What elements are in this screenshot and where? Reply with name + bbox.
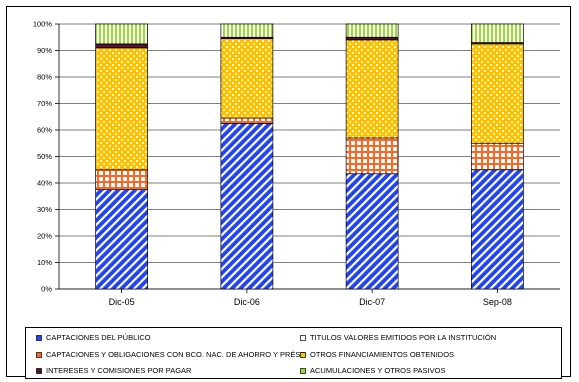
bar-segment-1 xyxy=(95,189,148,290)
legend-label: ACUMULACIONES Y OTROS PASIVOS xyxy=(310,366,446,375)
bar-segment-6 xyxy=(471,23,524,43)
chart-legend: CAPTACIONES DEL PÚBLICO TITULOS VALORES E… xyxy=(25,327,562,379)
y-tick-label: 70% xyxy=(37,99,52,108)
y-tick-label: 0% xyxy=(41,285,52,294)
legend-item: CAPTACIONES Y OBLIGACIONES CON BCO. NAC.… xyxy=(36,350,306,359)
bar-segment-4 xyxy=(95,47,148,171)
bar-segment-4 xyxy=(471,43,524,144)
bar-segment-6 xyxy=(220,23,274,38)
y-tick-label: 20% xyxy=(37,232,52,241)
bar-segment-5 xyxy=(95,43,148,49)
y-tick-label: 80% xyxy=(37,73,52,82)
y-tick-label: 50% xyxy=(37,152,52,161)
bar-segment-4 xyxy=(220,38,274,119)
x-tick-label: Dic-06 xyxy=(234,297,260,307)
x-tick-label: Dic-05 xyxy=(109,297,135,307)
x-tick-label: Dic-07 xyxy=(359,297,385,307)
bar-segment-1 xyxy=(220,123,274,290)
bar-segment-3 xyxy=(345,137,399,175)
legend-swatch xyxy=(300,334,306,341)
y-tick-label: 90% xyxy=(37,46,52,55)
bar-segment-1 xyxy=(345,173,399,290)
legend-item: OTROS FINANCIAMIENTOS OBTENIDOS xyxy=(300,350,454,359)
bar-segment-5 xyxy=(345,36,399,41)
chart-frame: 0% 10% 20% 30% 40% 50% 60% 70% 80% 90% 100% Dic-05 D… xyxy=(6,6,571,379)
bar-segment-3 xyxy=(220,117,274,124)
legend-swatch xyxy=(300,351,306,358)
legend-label: CAPTACIONES DEL PÚBLICO xyxy=(46,333,151,342)
bar-segment-6 xyxy=(95,23,148,45)
bar-segment-3 xyxy=(95,169,148,190)
x-tick-label: Sep-08 xyxy=(483,297,512,307)
legend-swatch xyxy=(36,367,42,374)
legend-swatch xyxy=(300,367,306,374)
bar-segment-1 xyxy=(471,169,524,290)
legend-label: OTROS FINANCIAMIENTOS OBTENIDOS xyxy=(310,350,455,359)
legend-label: TITULOS VALORES EMITIDOS POR LA INSTITUC… xyxy=(310,333,497,342)
legend-swatch xyxy=(36,334,42,341)
bar-segment-3 xyxy=(471,142,524,171)
legend-item: INTERESES Y COMISIONES POR PAGAR xyxy=(36,366,191,375)
y-tick-label: 60% xyxy=(37,126,52,135)
y-tick-label: 40% xyxy=(37,179,52,188)
legend-item: TITULOS VALORES EMITIDOS POR LA INSTITUC… xyxy=(300,333,496,342)
bar-segment-6 xyxy=(345,23,399,38)
legend-label: INTERESES Y COMISIONES POR PAGAR xyxy=(46,366,192,375)
bar-segment-4 xyxy=(345,39,399,139)
legend-item: CAPTACIONES DEL PÚBLICO xyxy=(36,333,151,342)
legend-item: ACUMULACIONES Y OTROS PASIVOS xyxy=(300,366,445,375)
y-tick-label: 100% xyxy=(33,20,53,29)
y-tick-label: 30% xyxy=(37,205,52,214)
legend-swatch xyxy=(36,351,42,358)
y-tick-label: 10% xyxy=(37,258,52,267)
legend-label: CAPTACIONES Y OBLIGACIONES CON BCO. NAC.… xyxy=(46,350,307,359)
chart-plot: 0% 10% 20% 30% 40% 50% 60% 70% 80% 90% 100% Dic-05 D… xyxy=(33,20,560,307)
